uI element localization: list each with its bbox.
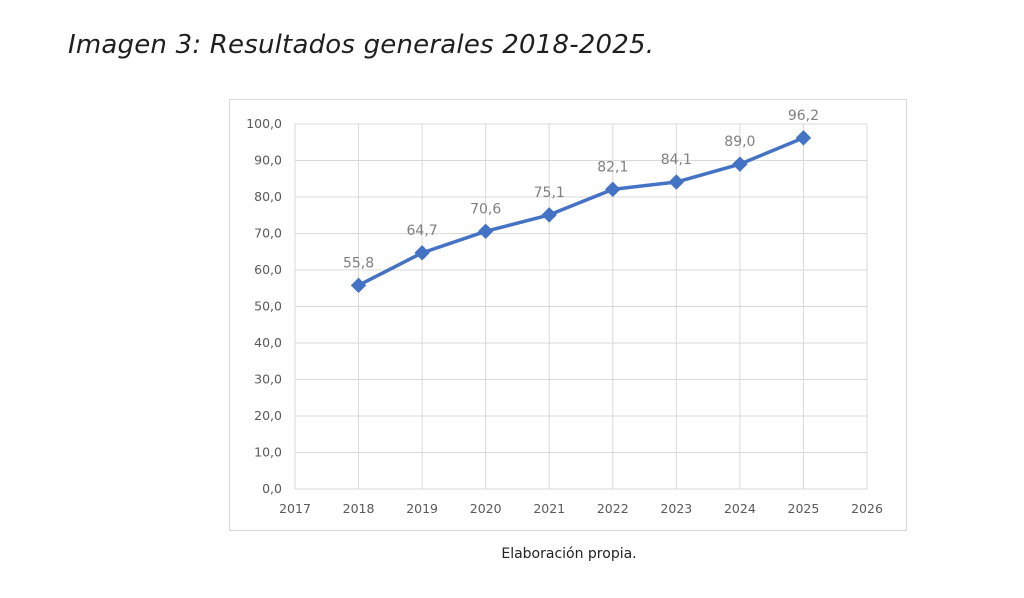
data-label: 70,6 xyxy=(470,201,501,217)
x-tick-label: 2025 xyxy=(788,501,820,516)
x-tick-label: 2017 xyxy=(279,501,311,516)
x-tick-label: 2022 xyxy=(597,501,629,516)
data-label: 96,2 xyxy=(788,108,819,124)
y-tick-label: 10,0 xyxy=(254,445,282,460)
y-tick-label: 60,0 xyxy=(254,262,282,277)
data-label: 55,8 xyxy=(343,255,374,271)
chart-area: 0,0 10,0 20,0 30,0 40,0 50,0 60,0 70,0 80,0 90,0 1… xyxy=(229,99,907,531)
x-tick-label: 2020 xyxy=(470,501,502,516)
data-label: 82,1 xyxy=(597,159,628,175)
x-tick-label: 2019 xyxy=(406,501,438,516)
x-tick-label: 2026 xyxy=(851,501,883,516)
y-tick-label: 20,0 xyxy=(254,408,282,423)
data-label: 84,1 xyxy=(661,152,692,168)
data-point-marker xyxy=(732,156,748,172)
x-tick-label: 2021 xyxy=(533,501,565,516)
y-tick-label: 100,0 xyxy=(246,116,282,131)
x-tick-label: 2024 xyxy=(724,501,756,516)
data-label: 89,0 xyxy=(724,134,755,150)
y-tick-label: 0,0 xyxy=(262,481,282,496)
x-tick-label: 2023 xyxy=(660,501,692,516)
data-point-marker xyxy=(414,245,430,261)
x-tick-label: 2018 xyxy=(343,501,375,516)
data-label: 64,7 xyxy=(407,223,438,239)
y-tick-label: 50,0 xyxy=(254,299,282,314)
y-tick-label: 70,0 xyxy=(254,226,282,241)
y-tick-label: 80,0 xyxy=(254,189,282,204)
data-point-marker xyxy=(541,207,557,223)
data-point-marker xyxy=(477,223,494,240)
data-point-marker xyxy=(350,277,367,294)
y-tick-label: 30,0 xyxy=(254,372,282,387)
line-chart: 0,0 10,0 20,0 30,0 40,0 50,0 60,0 70,0 80,0 90,0 1… xyxy=(246,108,883,516)
y-tick-label: 40,0 xyxy=(254,335,282,350)
data-point-marker xyxy=(795,130,812,146)
series-line xyxy=(357,136,805,287)
y-tick-label: 90,0 xyxy=(254,153,282,168)
figure-caption: Elaboración propia. xyxy=(501,546,637,562)
data-point-marker xyxy=(668,174,685,190)
data-label: 75,1 xyxy=(534,185,565,201)
figure-title: Imagen 3: Resultados generales 2018-2025… xyxy=(68,30,655,60)
data-point-marker xyxy=(605,181,621,198)
